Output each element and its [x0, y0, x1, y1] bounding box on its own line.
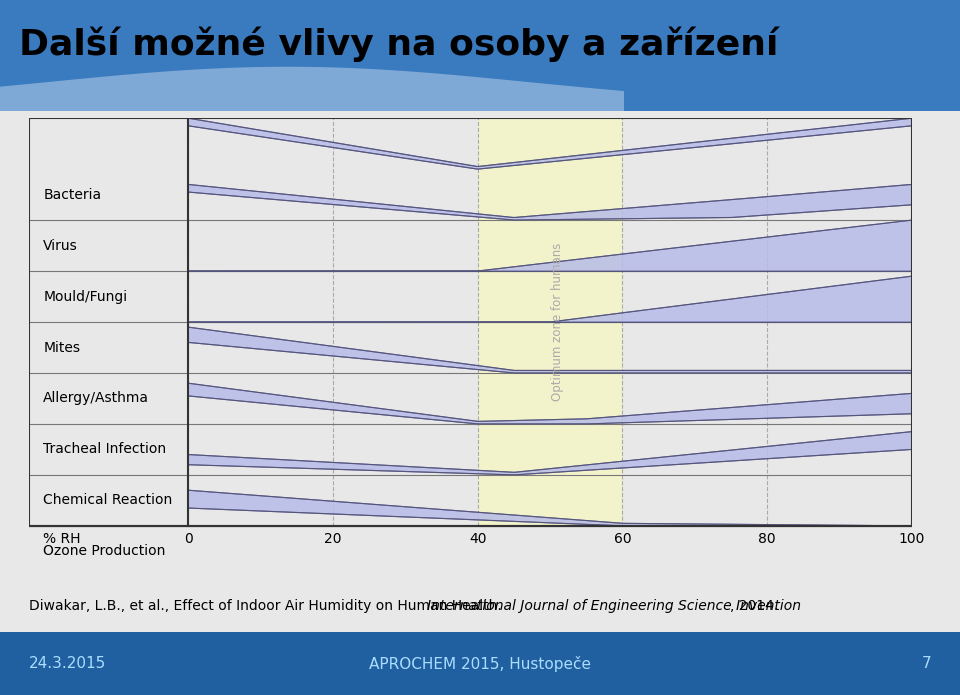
Text: 100: 100	[899, 532, 925, 546]
Text: Diwakar, L.B., et al., Effect of Indoor Air Humidity on Human Health.: Diwakar, L.B., et al., Effect of Indoor …	[29, 598, 506, 613]
Polygon shape	[188, 432, 912, 475]
Text: Ozone Production: Ozone Production	[43, 544, 166, 558]
Text: 20: 20	[324, 532, 342, 546]
Text: Tracheal Infection: Tracheal Infection	[43, 443, 166, 457]
Text: Allergy/Asthma: Allergy/Asthma	[43, 391, 149, 405]
Text: Další možné vlivy na osoby a zařízení: Další možné vlivy na osoby a zařízení	[19, 26, 779, 63]
Text: Virus: Virus	[43, 238, 78, 252]
Polygon shape	[0, 67, 624, 111]
Polygon shape	[188, 383, 912, 424]
Bar	[478, 118, 622, 526]
Text: 24.3.2015: 24.3.2015	[29, 656, 106, 671]
Polygon shape	[188, 220, 912, 271]
Text: 0: 0	[183, 532, 192, 546]
Text: Mould/Fungi: Mould/Fungi	[43, 290, 128, 304]
Polygon shape	[188, 184, 912, 220]
Text: 7: 7	[922, 656, 931, 671]
Polygon shape	[188, 327, 912, 373]
Text: 60: 60	[613, 532, 632, 546]
Polygon shape	[188, 118, 912, 169]
Text: % RH: % RH	[43, 532, 81, 546]
Text: Bacteria: Bacteria	[43, 188, 102, 202]
Text: 40: 40	[468, 532, 487, 546]
Polygon shape	[188, 490, 912, 526]
Text: 80: 80	[758, 532, 776, 546]
Text: , 2014.: , 2014.	[730, 598, 778, 613]
Text: Chemical Reaction: Chemical Reaction	[43, 493, 173, 507]
Polygon shape	[188, 276, 912, 322]
Text: Optimum zone for humans: Optimum zone for humans	[551, 243, 564, 401]
Text: Mites: Mites	[43, 341, 81, 354]
Text: APROCHEM 2015, Hustopeče: APROCHEM 2015, Hustopeče	[369, 655, 591, 672]
Text: International Journal of Engineering Science Invention: International Journal of Engineering Sci…	[427, 598, 802, 613]
Bar	[29, 118, 912, 526]
